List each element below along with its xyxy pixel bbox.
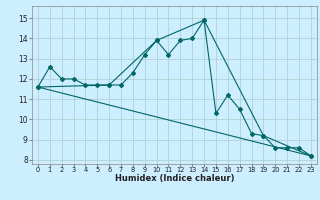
X-axis label: Humidex (Indice chaleur): Humidex (Indice chaleur) [115,174,234,183]
